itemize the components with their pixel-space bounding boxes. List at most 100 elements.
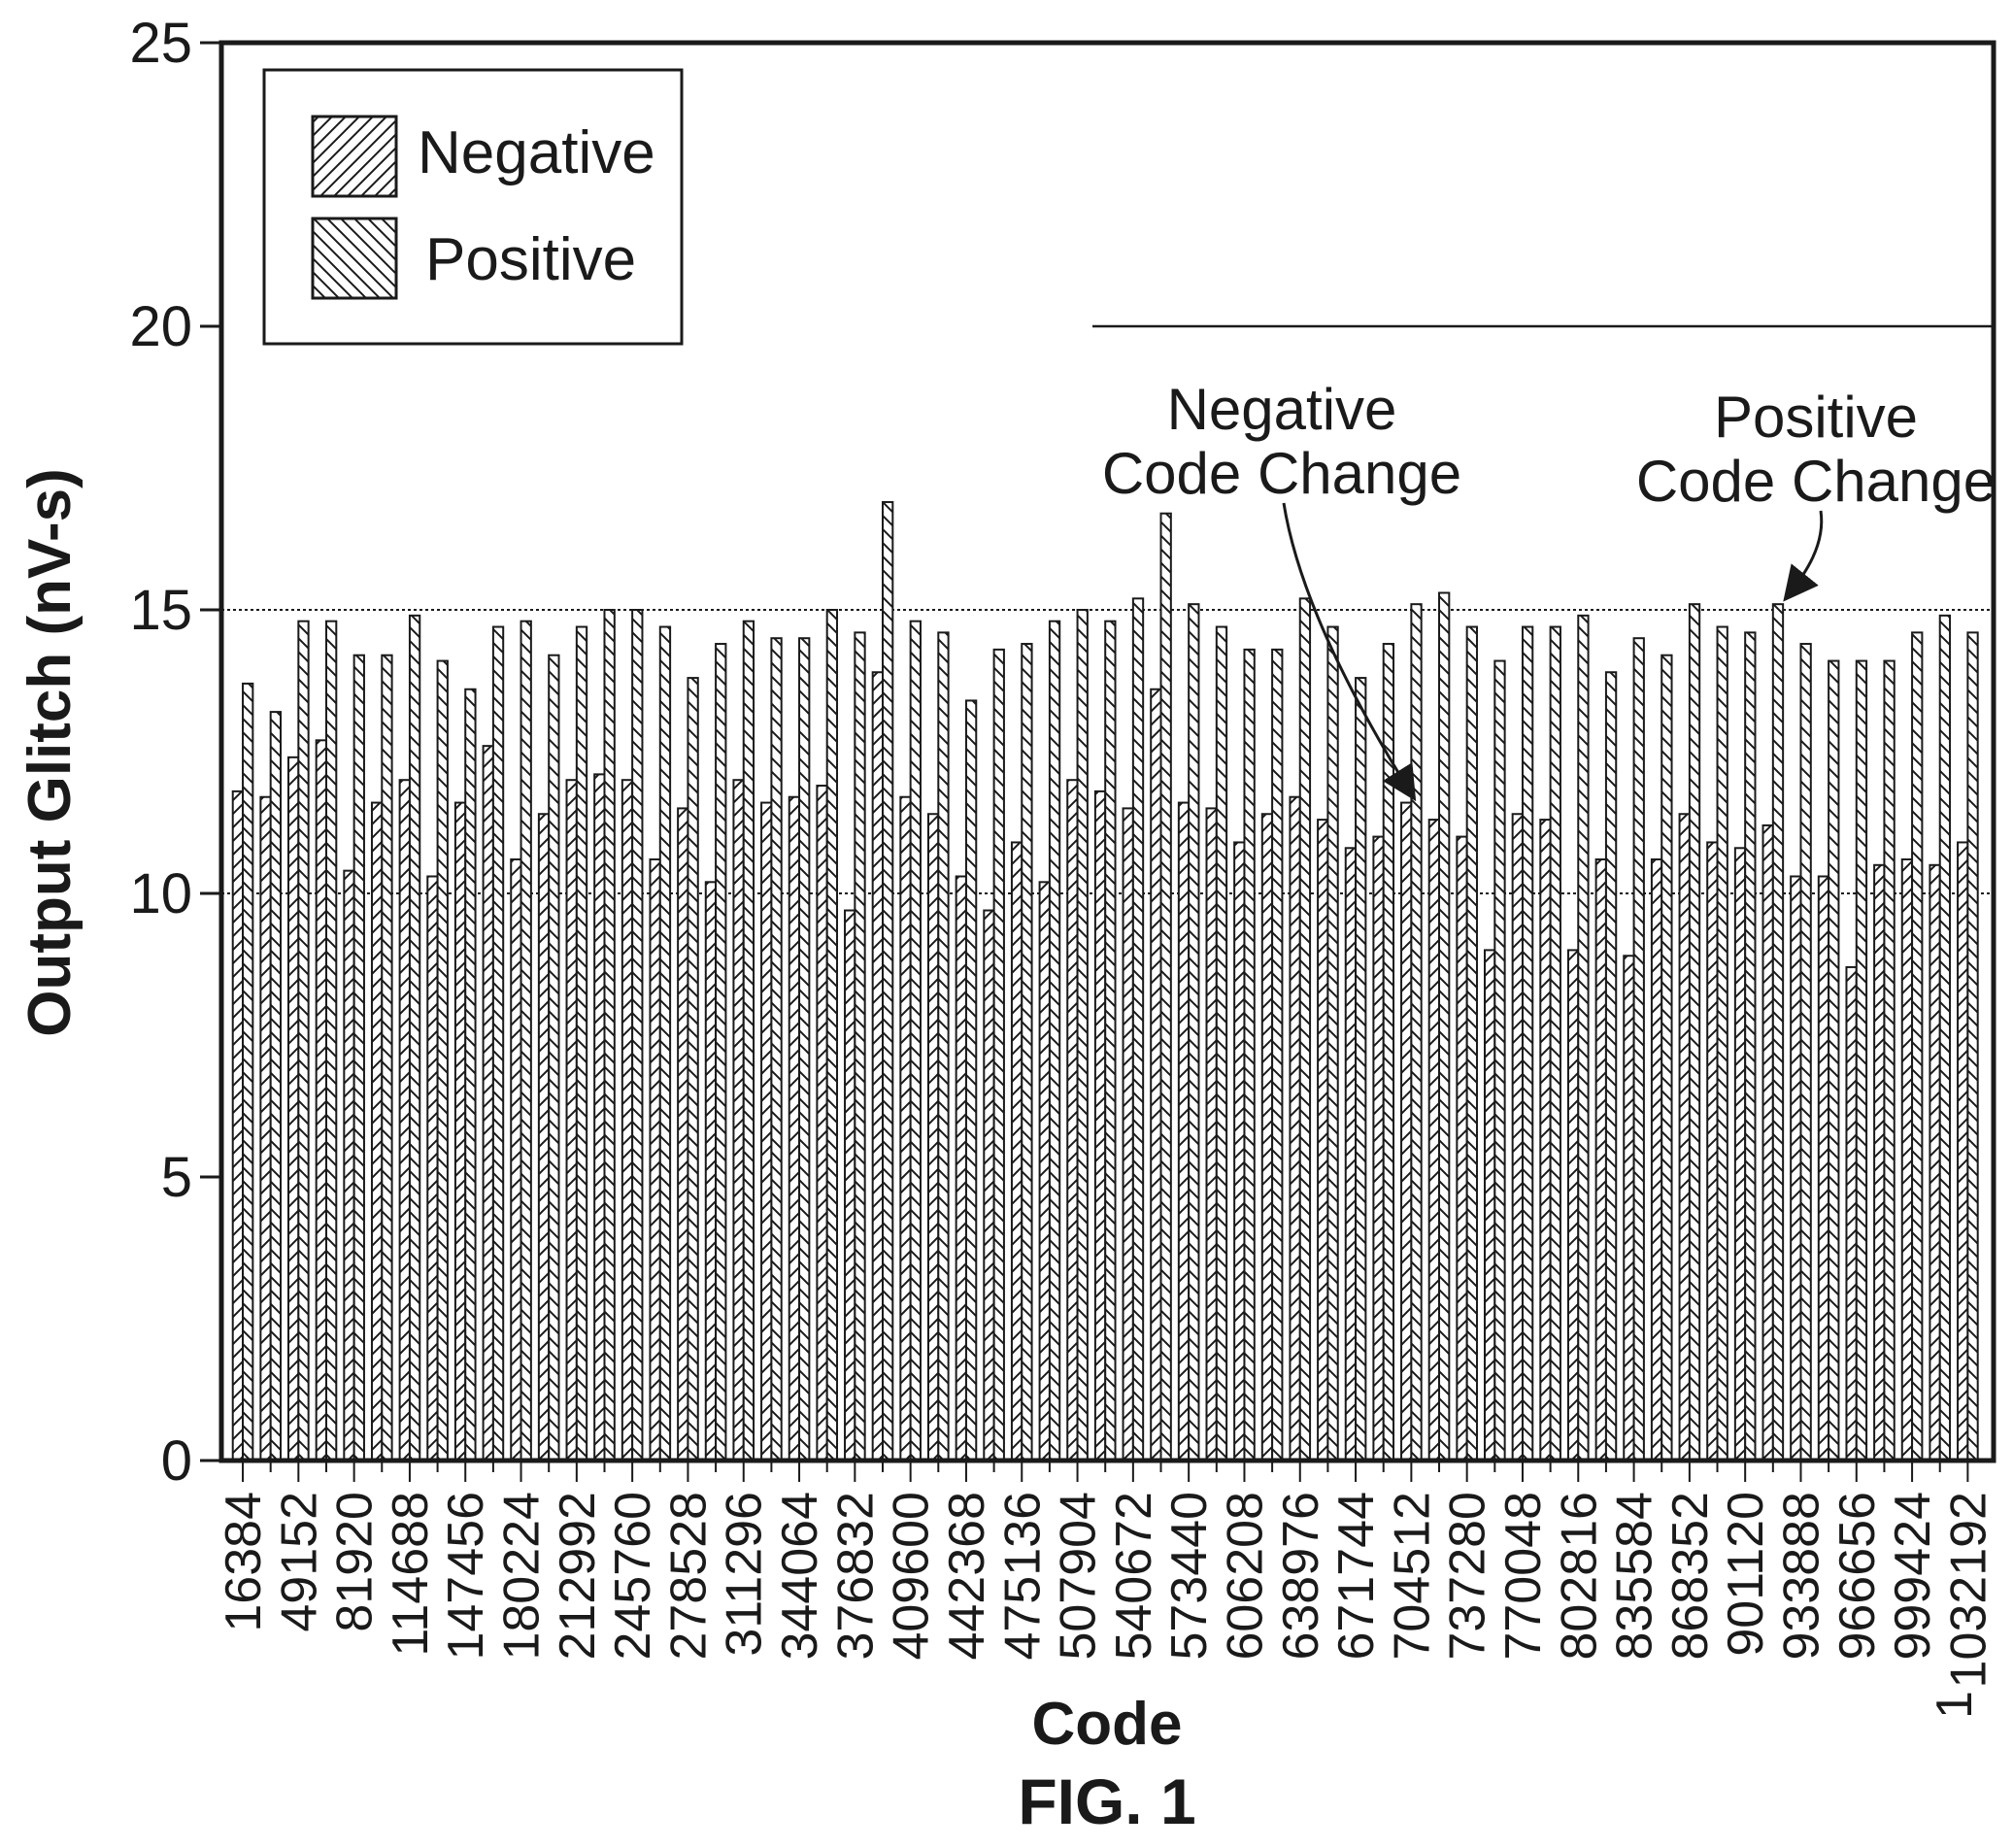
- bar-negative: [1177, 801, 1191, 1462]
- bar-positive: [854, 631, 866, 1462]
- bar-negative: [231, 790, 245, 1462]
- bar-positive: [1911, 631, 1924, 1462]
- bar-negative: [1790, 875, 1802, 1462]
- bar-negative: [1650, 857, 1663, 1462]
- bar-negative: [1456, 835, 1468, 1462]
- legend-label-positive: Positive: [425, 226, 636, 293]
- bar-positive: [1465, 625, 1478, 1462]
- x-tick-label: 573440: [1161, 1492, 1218, 1661]
- x-tick-label: 966656: [1829, 1492, 1886, 1661]
- bar-positive: [992, 648, 1005, 1462]
- x-tick-label: 376832: [827, 1492, 884, 1661]
- bar-negative: [1817, 875, 1830, 1462]
- bar-negative: [343, 869, 355, 1462]
- bar-positive: [1688, 603, 1701, 1462]
- bar-negative: [1761, 823, 1774, 1462]
- bar-positive: [1604, 671, 1618, 1462]
- bar-positive: [1632, 637, 1645, 1462]
- bar-negative: [760, 801, 773, 1462]
- bar-negative: [704, 881, 718, 1462]
- bar-positive: [352, 654, 365, 1462]
- bar-negative: [1122, 807, 1134, 1462]
- legend: Negative Positive: [262, 68, 684, 346]
- bar-positive: [687, 677, 699, 1462]
- bar-positive: [1716, 625, 1728, 1462]
- bar-negative: [510, 857, 522, 1462]
- x-tick-label: 901120: [1718, 1492, 1774, 1657]
- bar-negative: [1038, 881, 1051, 1462]
- y-tick-label: 25: [129, 12, 192, 75]
- legend-label-negative: Negative: [418, 119, 655, 186]
- bar-positive: [1048, 620, 1061, 1462]
- x-axis: 16384 49152 81920 114688 147456 180224 212992 2…: [216, 1461, 1996, 1719]
- x-tick-label: 16384: [216, 1492, 272, 1632]
- bar-negative: [482, 745, 494, 1462]
- bar-negative: [1260, 813, 1274, 1462]
- bar-positive: [603, 609, 616, 1462]
- x-tick-label: 475136: [994, 1492, 1051, 1661]
- bar-positive: [1382, 643, 1395, 1462]
- bar-positive: [715, 643, 727, 1462]
- x-tick-label: 540672: [1106, 1492, 1162, 1661]
- bar-negative: [1372, 835, 1385, 1462]
- bar-negative: [732, 779, 745, 1462]
- bar-positive: [1661, 654, 1673, 1462]
- bar-negative: [1566, 949, 1580, 1462]
- bar-negative: [1929, 863, 1941, 1462]
- x-tick-label: 671744: [1328, 1492, 1385, 1661]
- bar-positive: [909, 620, 922, 1462]
- bar-positive: [658, 625, 672, 1462]
- bar-positive: [1131, 597, 1145, 1462]
- bar-negative: [955, 875, 967, 1462]
- bar-positive: [491, 625, 505, 1462]
- bar-positive: [1298, 597, 1312, 1462]
- y-tick-label: 20: [129, 295, 192, 358]
- bar-negative: [677, 807, 689, 1462]
- bar-negative: [1511, 813, 1524, 1462]
- bar-positive: [1855, 659, 1868, 1462]
- bar-negative: [593, 773, 606, 1462]
- y-tick-label: 10: [129, 862, 192, 925]
- bar-positive: [269, 711, 282, 1462]
- bar-positive: [964, 699, 978, 1462]
- x-tick-label: 868352: [1662, 1492, 1719, 1661]
- bar-negative: [816, 785, 828, 1462]
- bar-positive: [1938, 614, 1952, 1462]
- bar-positive: [1104, 620, 1117, 1462]
- bar-positive: [937, 631, 950, 1462]
- plot-frame: [218, 40, 1996, 1463]
- legend-swatch-positive: [311, 217, 398, 300]
- annotation-negative-line2: Code Change: [1102, 441, 1461, 506]
- bar-positive: [1215, 625, 1228, 1462]
- figure-caption: FIG. 1: [1018, 1765, 1195, 1837]
- x-tick-label: 802816: [1551, 1492, 1607, 1661]
- legend-swatch-negative: [311, 115, 398, 198]
- x-tick-label: 81920: [327, 1492, 384, 1632]
- bar-positive: [1076, 609, 1089, 1462]
- y-tick-label: 5: [161, 1146, 192, 1209]
- bar-positive: [464, 688, 477, 1462]
- x-tick-label: 737280: [1440, 1492, 1496, 1661]
- x-tick-label: 999424: [1885, 1492, 1941, 1661]
- x-tick-label: 1032192: [1940, 1492, 1996, 1688]
- y-axis-title: Output Glitch (nV-s): [17, 468, 84, 1037]
- bar-positive: [1744, 631, 1757, 1462]
- bar-negative: [1873, 863, 1886, 1462]
- bar-positive: [1355, 677, 1367, 1462]
- bar-negative: [565, 779, 578, 1462]
- bar-negative: [1066, 779, 1079, 1462]
- bar-positive: [381, 654, 393, 1462]
- bar-negative: [899, 795, 912, 1462]
- bar-negative: [649, 857, 661, 1462]
- bar-negative: [1539, 819, 1552, 1462]
- bar-positive: [1549, 625, 1561, 1462]
- annotation-positive-line1: Positive: [1714, 385, 1918, 450]
- x-tick-label: 933888: [1773, 1492, 1829, 1661]
- bar-positive: [1521, 625, 1534, 1462]
- bar-positive: [1883, 659, 1896, 1462]
- bar-positive: [408, 614, 421, 1462]
- bar-positive: [1021, 643, 1033, 1462]
- bar-positive: [548, 654, 560, 1462]
- x-tick-label: 835584: [1607, 1492, 1663, 1661]
